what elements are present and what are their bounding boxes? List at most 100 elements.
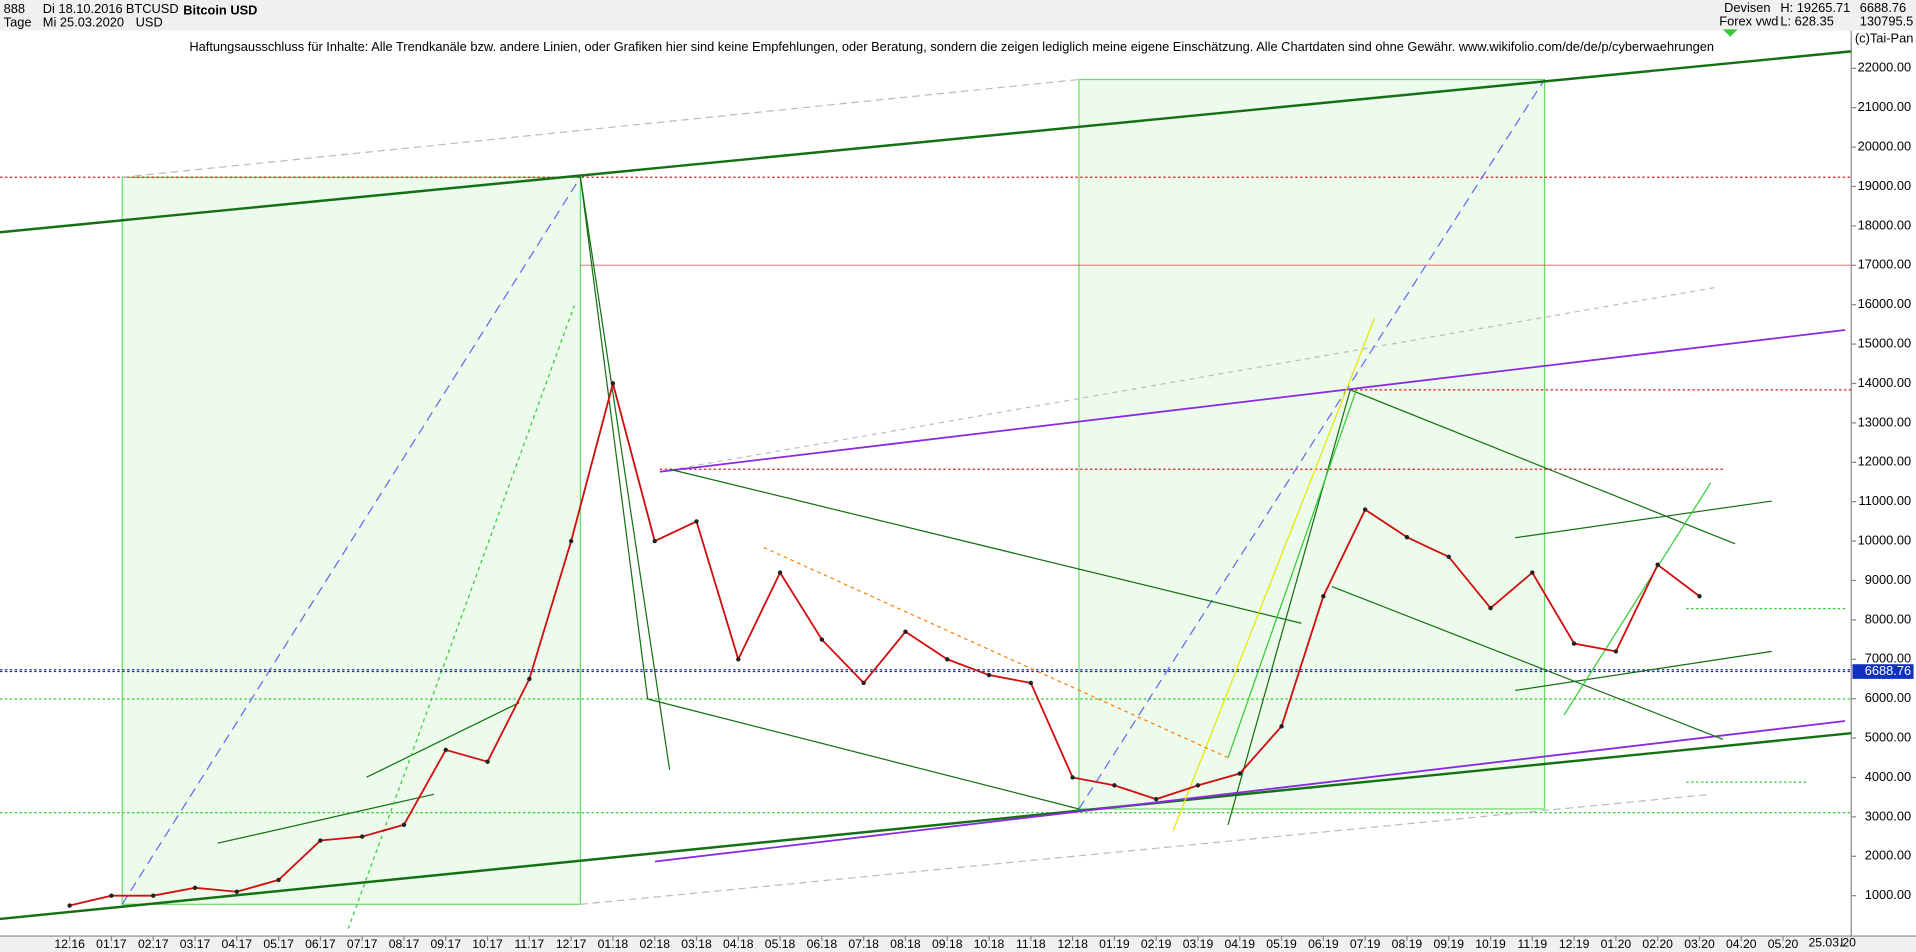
y-tick-label: 20000.00 bbox=[1858, 138, 1912, 153]
x-tick-label: 10.18 bbox=[974, 937, 1005, 951]
price-point bbox=[318, 838, 323, 843]
x-tick-label: 11.19 bbox=[1517, 937, 1547, 951]
price-point bbox=[359, 834, 365, 839]
market: Devisen bbox=[1724, 0, 1770, 15]
x-tick-label: 11.17 bbox=[515, 937, 545, 951]
chart-title: Bitcoin USD bbox=[183, 2, 257, 17]
y-tick-label: 3000.00 bbox=[1865, 808, 1911, 823]
y-tick-label: 21000.00 bbox=[1858, 99, 1912, 114]
y-tick-label: 5000.00 bbox=[1865, 729, 1911, 744]
price-point bbox=[777, 570, 783, 575]
period-code[interactable]: 888 bbox=[4, 1, 25, 16]
x-tick-label: 05.19 bbox=[1266, 937, 1297, 951]
price-point bbox=[819, 637, 825, 642]
price-point bbox=[527, 676, 532, 682]
low: L: 628.35 bbox=[1780, 13, 1834, 28]
start-date[interactable]: Di 18.10.2016 bbox=[43, 1, 123, 16]
x-tick-label: 04.20 bbox=[1726, 937, 1757, 951]
price-point bbox=[1112, 783, 1117, 788]
x-tick-label: 05.18 bbox=[765, 937, 796, 951]
x-tick-label: 01.18 bbox=[598, 937, 629, 951]
price-point bbox=[1237, 771, 1242, 776]
timeframe[interactable]: Tage bbox=[4, 15, 32, 30]
price-point bbox=[610, 381, 616, 386]
y-tick-label: 13000.00 bbox=[1858, 414, 1912, 429]
drawings bbox=[0, 29, 1852, 929]
x-tick-label: 04.18 bbox=[723, 937, 754, 951]
x-tick-label: 10.19 bbox=[1475, 937, 1506, 951]
y-tick-label: 17000.00 bbox=[1858, 257, 1912, 272]
x-tick-label: 02.19 bbox=[1141, 937, 1172, 951]
price-point bbox=[861, 680, 866, 686]
price-point bbox=[945, 657, 950, 662]
x-tick-label: 04.17 bbox=[222, 937, 253, 951]
x-tick-label: 10.17 bbox=[472, 937, 503, 951]
price-point bbox=[1613, 649, 1619, 654]
price-point bbox=[903, 629, 908, 634]
price-line bbox=[69, 379, 1701, 907]
y-tick-label: 14000.00 bbox=[1858, 375, 1912, 390]
price-point bbox=[1404, 534, 1410, 540]
y-axis-area bbox=[1851, 30, 1916, 937]
source: Forex vwd bbox=[1719, 13, 1778, 28]
x-tick-label: 07.17 bbox=[347, 937, 378, 951]
x-tick-label: 07.19 bbox=[1350, 937, 1381, 951]
x-tick-label: 01.20 bbox=[1601, 937, 1632, 951]
price-point bbox=[736, 657, 741, 662]
axis-end: L bbox=[1840, 936, 1847, 950]
x-tick-label: 05.20 bbox=[1768, 937, 1799, 951]
x-axis-bar bbox=[0, 936, 1916, 952]
price-point bbox=[1362, 507, 1368, 512]
x-tick-label: 08.19 bbox=[1392, 937, 1423, 951]
price-point bbox=[1488, 605, 1493, 611]
price-point bbox=[443, 747, 448, 753]
x-tick-label: 05.17 bbox=[263, 937, 294, 951]
volume: 130795.5 bbox=[1860, 13, 1914, 28]
y-tick-label: 16000.00 bbox=[1858, 296, 1912, 311]
x-tick-label: 03.20 bbox=[1684, 937, 1715, 951]
price-point bbox=[568, 538, 574, 544]
x-tick-label: 12.19 bbox=[1559, 937, 1590, 951]
x-tick-label: 12.18 bbox=[1057, 937, 1088, 951]
price-point bbox=[1195, 783, 1201, 788]
price-point bbox=[401, 822, 407, 827]
disclaimer: Haftungsausschluss für Inhalte: Alle Tre… bbox=[189, 39, 1714, 54]
copyright: (c)Tai-Pan bbox=[1855, 31, 1913, 46]
x-tick-label: 01.19 bbox=[1099, 937, 1130, 951]
x-tick-label: 04.19 bbox=[1225, 937, 1256, 951]
y-tick-label: 8000.00 bbox=[1865, 611, 1911, 626]
y-tick-label: 2000.00 bbox=[1865, 848, 1911, 863]
price-point bbox=[1070, 775, 1075, 780]
header-bar bbox=[0, 0, 1916, 31]
x-tick-label: 06.18 bbox=[807, 937, 838, 951]
x-tick-label: 02.17 bbox=[138, 937, 169, 951]
x-tick-label: 06.17 bbox=[305, 937, 336, 951]
x-tick-label: 09.19 bbox=[1433, 937, 1464, 951]
x-tick-label: 12.17 bbox=[556, 937, 587, 951]
y-tick-label: 22000.00 bbox=[1858, 60, 1912, 75]
x-tick-label: 12.16 bbox=[54, 937, 85, 951]
price-point bbox=[192, 885, 198, 891]
x-tick-label: 07.18 bbox=[848, 937, 879, 951]
x-tick-label: 03.18 bbox=[681, 937, 712, 951]
y-tick-label: 6000.00 bbox=[1865, 690, 1911, 705]
price-point bbox=[1655, 562, 1660, 567]
y-tick-label: 4000.00 bbox=[1865, 769, 1911, 784]
x-tick-label: 09.18 bbox=[932, 937, 963, 951]
x-tick-label: 03.17 bbox=[180, 937, 211, 951]
x-tick-label: 02.20 bbox=[1642, 937, 1673, 951]
y-tick-label: 12000.00 bbox=[1858, 454, 1912, 469]
x-tick-label: 08.17 bbox=[389, 937, 420, 951]
price-point bbox=[1153, 796, 1159, 802]
end-date: Mi 25.03.2020 bbox=[43, 15, 124, 30]
y-tick-label: 18000.00 bbox=[1858, 217, 1912, 232]
price-point bbox=[1446, 554, 1451, 560]
price-point bbox=[109, 893, 114, 898]
price-point bbox=[652, 538, 657, 544]
x-tick-label: 08.18 bbox=[890, 937, 921, 951]
price-point bbox=[1697, 594, 1702, 599]
x-tick-label: 06.19 bbox=[1308, 937, 1339, 951]
currency: USD bbox=[136, 15, 163, 30]
price-point bbox=[1530, 570, 1535, 575]
